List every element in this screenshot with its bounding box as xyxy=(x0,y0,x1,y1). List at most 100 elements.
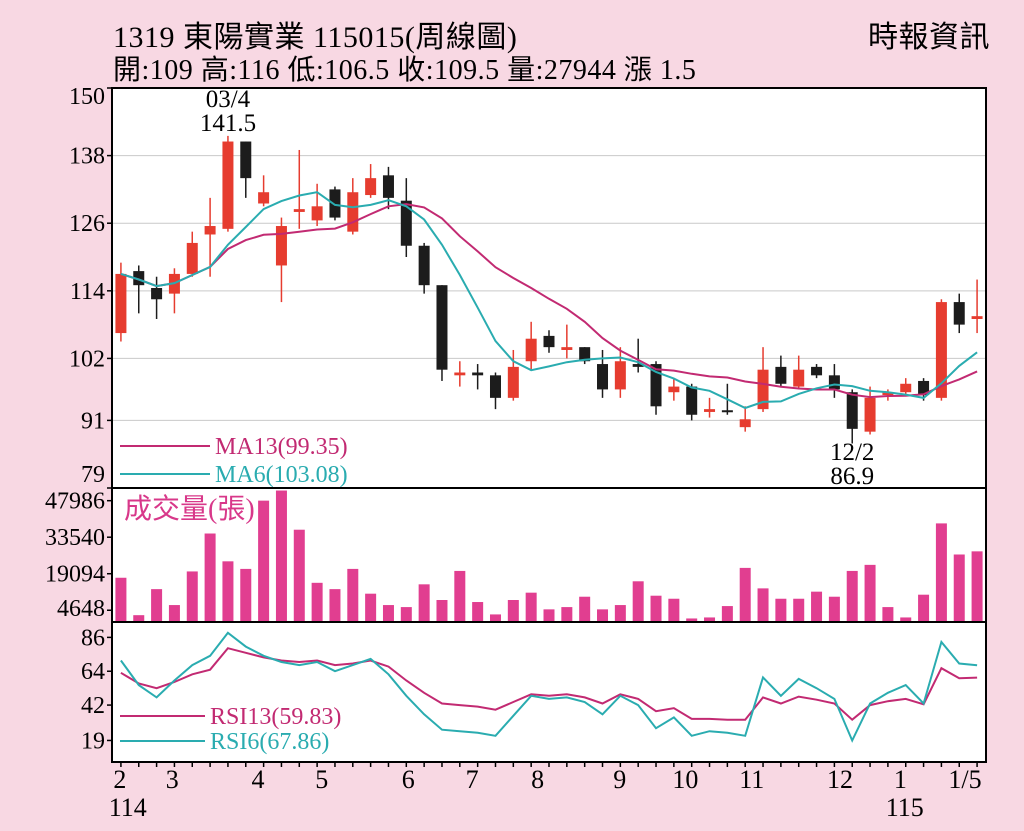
volume-bar xyxy=(151,589,163,621)
volume-bar xyxy=(400,607,412,621)
candle-down xyxy=(828,375,840,390)
volume-bar xyxy=(454,570,466,621)
month-label: 9 xyxy=(613,765,626,794)
candle-up xyxy=(454,372,466,376)
axis-tick-label: 42 xyxy=(81,693,105,719)
axis-tick-label: 19094 xyxy=(45,562,105,588)
candle-up xyxy=(668,386,680,393)
candle-down xyxy=(597,364,609,390)
volume-bar xyxy=(918,594,930,621)
candle-down xyxy=(151,288,163,300)
rsi-line xyxy=(120,647,978,722)
ma6-line xyxy=(120,191,978,410)
candle-down xyxy=(489,375,501,398)
candle-up xyxy=(222,141,234,229)
candle-down xyxy=(721,410,733,413)
axis-tick-label: 4648 xyxy=(57,596,105,622)
axis-tick-label: 33540 xyxy=(45,525,105,551)
volume-bar xyxy=(222,561,234,621)
volume-bar xyxy=(953,554,965,621)
volume-bar xyxy=(864,564,876,621)
volume-bar xyxy=(329,589,341,621)
volume-bar xyxy=(204,533,216,621)
volume-bar xyxy=(507,600,519,621)
volume-bar xyxy=(258,500,270,621)
volume-bar xyxy=(971,551,983,621)
volume-bar xyxy=(935,523,947,621)
rsi-lines xyxy=(120,631,978,743)
axis-tick-label: 150 xyxy=(69,84,105,110)
volume-bar xyxy=(597,609,609,621)
volume-bar xyxy=(882,607,894,621)
year-label: 114 xyxy=(109,793,147,822)
volume-bar xyxy=(382,605,394,621)
x-axis: 2 3 4 5 6 7 8 9 10 11 12 1 1/5 114 115 xyxy=(109,762,982,822)
candle-up xyxy=(935,302,947,398)
volume-bar xyxy=(828,596,840,621)
ma-legend-label: MA6(103.08) xyxy=(215,462,348,488)
volume-bar xyxy=(133,615,145,621)
month-label: 1 xyxy=(894,765,907,794)
month-label: 1/5 xyxy=(948,765,981,794)
month-label: 11 xyxy=(739,765,764,794)
volume-bars xyxy=(115,490,983,621)
month-label: 2 xyxy=(113,765,126,794)
volume-bar xyxy=(525,592,537,621)
candle-up xyxy=(507,366,519,398)
month-label: 6 xyxy=(402,765,415,794)
volume-bar xyxy=(668,598,680,621)
axis-tick-label: 86 xyxy=(81,625,105,651)
volume-bar xyxy=(347,568,359,621)
candle-up xyxy=(258,192,270,204)
axis-tick-label: 79 xyxy=(81,462,105,488)
volume-bar xyxy=(543,609,555,621)
candle-down xyxy=(472,372,484,376)
volume-bar xyxy=(168,605,180,621)
ma-legend-label: MA13(99.35) xyxy=(215,434,348,460)
candle-down xyxy=(632,364,644,367)
candle-up xyxy=(882,392,894,396)
candle-down xyxy=(775,366,787,384)
candle-down xyxy=(418,245,430,286)
ohlc-summary: 開:109 高:116 低:106.5 收:109.5 量:27944 漲 1.… xyxy=(113,55,697,86)
volume-bar xyxy=(614,605,626,621)
candle-down xyxy=(329,189,341,218)
ma-lines xyxy=(120,191,978,410)
ma-legend: MA13(99.35)MA6(103.08) xyxy=(120,434,348,488)
candle-up xyxy=(311,206,323,221)
candle-up xyxy=(739,419,751,428)
volume-bar xyxy=(561,607,573,621)
month-label: 3 xyxy=(166,765,179,794)
rsi-legend-label: RSI13(59.83) xyxy=(210,704,341,730)
candle-up xyxy=(204,226,216,235)
candle-down xyxy=(579,347,591,362)
volume-bar xyxy=(579,596,591,621)
candle-up xyxy=(186,242,198,274)
month-label: 4 xyxy=(251,765,264,794)
candle-down xyxy=(811,366,823,376)
volume-bar xyxy=(418,584,430,621)
volume-bar xyxy=(115,577,127,621)
month-label: 8 xyxy=(531,765,544,794)
candle-up xyxy=(115,273,127,334)
candle-down xyxy=(543,335,555,348)
volume-bar xyxy=(489,614,501,621)
volume-bar xyxy=(793,598,805,621)
volume-bar xyxy=(275,490,287,621)
candle-up xyxy=(347,192,359,232)
candle-up xyxy=(614,361,626,390)
candle-up xyxy=(971,316,983,319)
candle-up xyxy=(525,338,537,362)
candle-down xyxy=(650,364,662,407)
price-annotation: 12/2 xyxy=(830,439,874,466)
plot-background xyxy=(112,88,986,762)
price-annotation: 141.5 xyxy=(200,110,256,137)
axis-tick-label: 47986 xyxy=(45,489,105,515)
candle-up xyxy=(793,369,805,387)
candle-down xyxy=(918,380,930,396)
ma13-line xyxy=(120,203,978,399)
volume-bar xyxy=(650,595,662,621)
candle-up xyxy=(900,383,912,393)
volume-bar xyxy=(757,588,769,621)
